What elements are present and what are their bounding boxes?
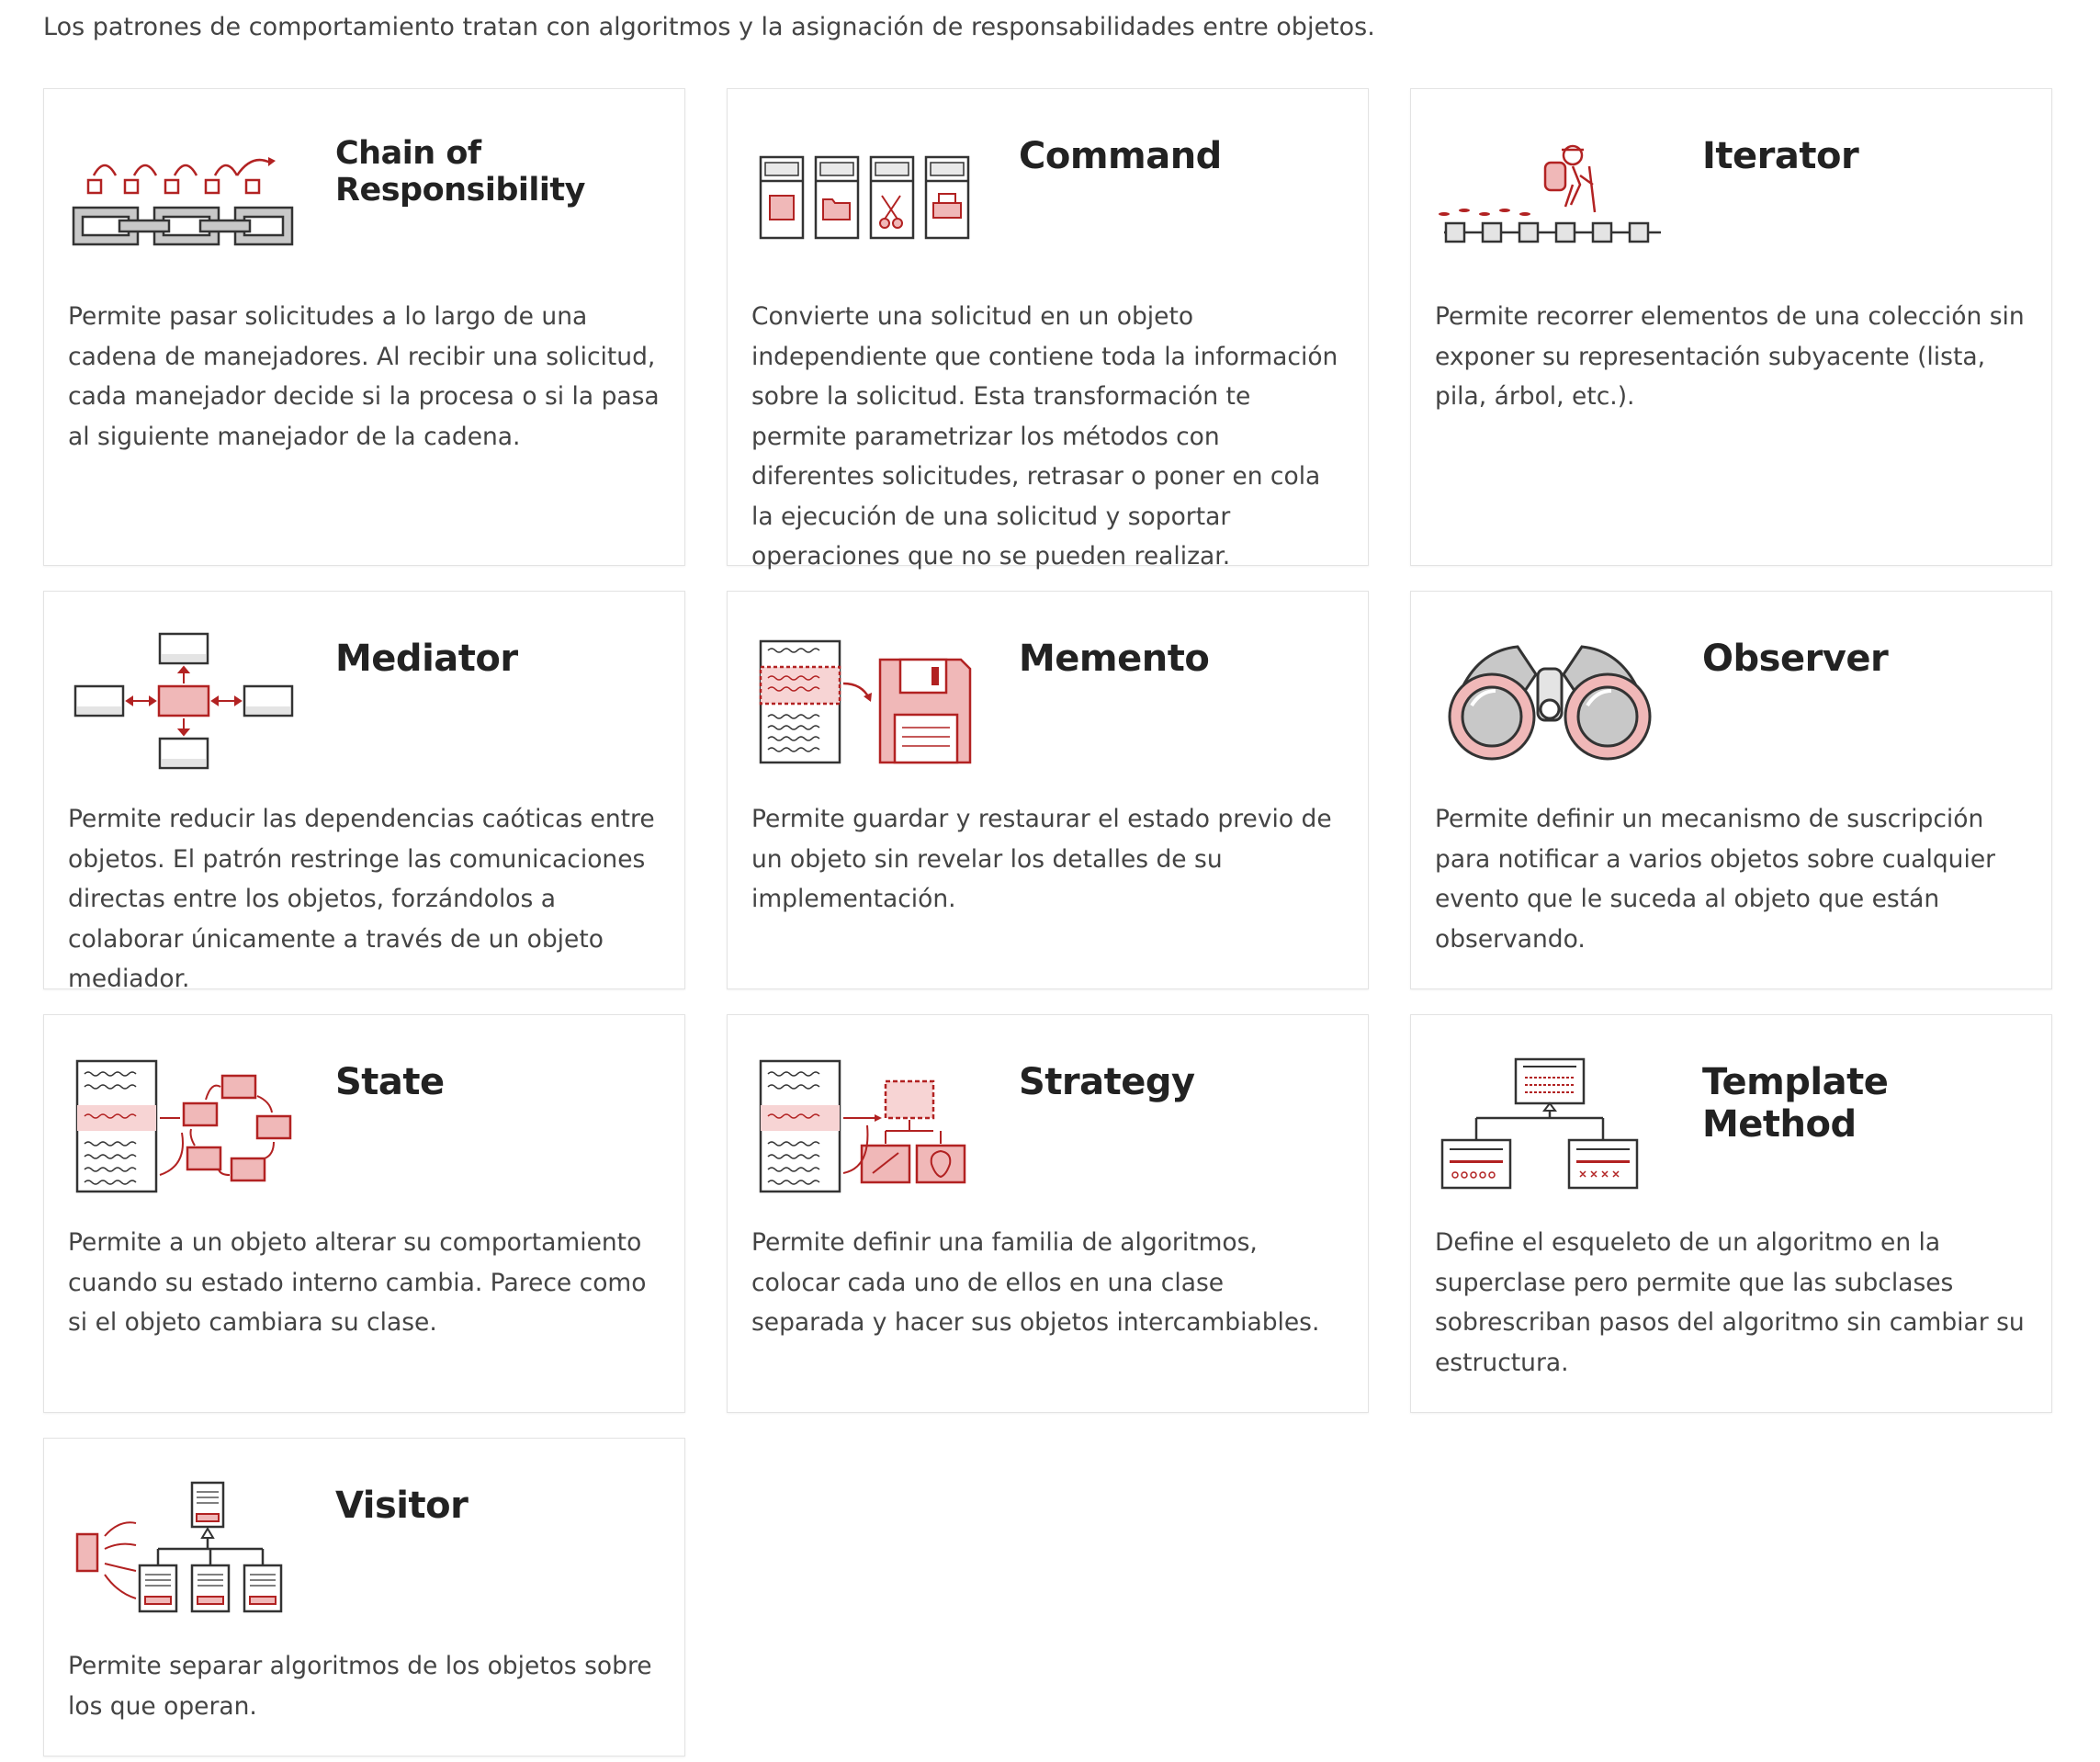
pattern-description: Define el esqueleto de un algoritmo en l… xyxy=(1435,1228,2025,1377)
pattern-card-strategy[interactable]: Strategy Permite definir una familia de … xyxy=(727,1014,1369,1413)
state-icon xyxy=(75,1059,292,1193)
intro-text: Los patrones de comportamiento tratan co… xyxy=(43,13,1375,41)
pattern-title[interactable]: Mediator xyxy=(335,638,518,680)
pattern-card-iterator[interactable]: Iterator Permite recorrer elementos de u… xyxy=(1410,88,2052,566)
pattern-description: Permite recorrer elementos de una colecc… xyxy=(1435,302,2025,411)
pattern-card-memento[interactable]: Memento Permite guardar y restaurar el e… xyxy=(727,591,1369,989)
pattern-description: Permite pasar solicitudes a lo largo de … xyxy=(68,302,660,451)
pattern-description: Convierte una solicitud en un objeto ind… xyxy=(751,302,1338,570)
mediator-icon xyxy=(73,632,294,770)
pattern-description: Permite definir un mecanismo de suscripc… xyxy=(1435,805,1996,954)
pattern-description: Permite reducir las dependencias caótica… xyxy=(68,805,655,993)
pattern-card-visitor[interactable]: Visitor Permite separar algoritmos de lo… xyxy=(43,1438,685,1756)
pattern-title[interactable]: Iterator xyxy=(1702,135,1859,177)
pattern-title[interactable]: Template Method xyxy=(1702,1061,1889,1146)
pattern-description: Permite a un objeto alterar su comportam… xyxy=(68,1228,647,1337)
visitor-icon xyxy=(75,1481,283,1613)
pattern-card-observer[interactable]: Observer Permite definir un mecanismo de… xyxy=(1410,591,2052,989)
pattern-card-command[interactable]: Command Convierte una solicitud en un ob… xyxy=(727,88,1369,570)
pattern-title[interactable]: Command xyxy=(1019,135,1222,177)
pattern-description: Permite separar algoritmos de los objeto… xyxy=(68,1652,652,1721)
pattern-description: Permite definir una familia de algoritmo… xyxy=(751,1228,1320,1337)
memento-icon xyxy=(759,639,972,764)
binoculars-icon xyxy=(1448,645,1652,761)
pattern-card-chain-of-responsibility[interactable]: Chain of Responsibility Permite pasar so… xyxy=(43,88,685,566)
pattern-title[interactable]: Chain of Responsibility xyxy=(335,135,585,209)
pattern-title[interactable]: Visitor xyxy=(335,1485,469,1527)
pattern-title[interactable]: Observer xyxy=(1702,638,1889,680)
pattern-title[interactable]: Memento xyxy=(1019,638,1210,680)
pattern-title[interactable]: State xyxy=(335,1061,445,1103)
pattern-card-template-method[interactable]: Template Method Define el esqueleto de u… xyxy=(1410,1014,2052,1413)
pattern-description: Permite guardar y restaurar el estado pr… xyxy=(751,805,1332,913)
pattern-title[interactable]: Strategy xyxy=(1019,1061,1195,1103)
pattern-card-state[interactable]: State Permite a un objeto alterar su com… xyxy=(43,1014,685,1413)
pattern-card-mediator[interactable]: Mediator Permite reducir las dependencia… xyxy=(43,591,685,993)
strategy-icon xyxy=(759,1059,966,1193)
command-icon xyxy=(759,155,970,240)
chain-icon xyxy=(72,157,294,246)
iterator-icon xyxy=(1439,144,1661,243)
template-method-icon xyxy=(1440,1057,1639,1190)
